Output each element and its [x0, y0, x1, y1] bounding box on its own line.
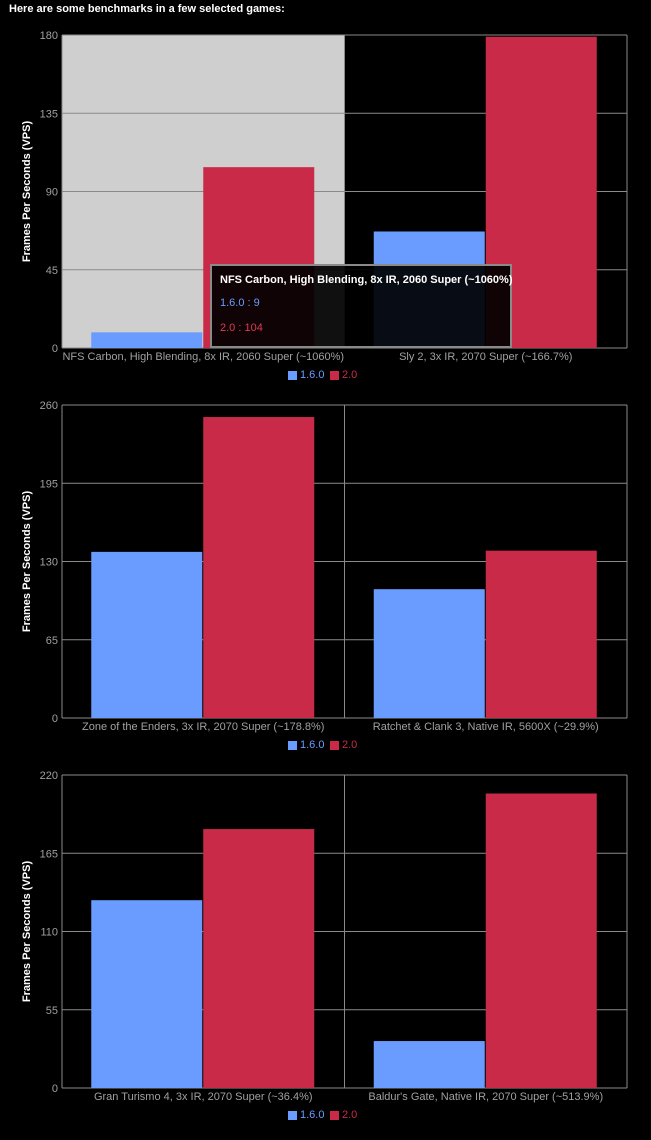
legend-label: 1.6.0: [300, 369, 325, 381]
bar-v2-0[interactable]: [203, 417, 315, 718]
legend-swatch: [330, 1110, 339, 1120]
bar-v1-6-0[interactable]: [91, 332, 203, 348]
legend-item-1-6-0[interactable]: 1.6.0: [288, 369, 324, 381]
y-tick-label: 0: [52, 713, 58, 725]
y-axis-label: Frames Per Seconds (VPS): [21, 861, 33, 1003]
y-axis-label: Frames Per Seconds (VPS): [21, 121, 33, 263]
bar-v2-0[interactable]: [485, 550, 597, 718]
y-tick-label: 55: [46, 1005, 58, 1017]
x-category-label: Baldur's Gate, Native IR, 2070 Super (~5…: [368, 1091, 603, 1103]
legend-label: 2.0: [342, 1109, 358, 1121]
y-tick-label: 135: [40, 108, 58, 120]
legend-label: 2.0: [342, 739, 358, 751]
chart-tooltip: NFS Carbon, High Blending, 8x IR, 2060 S…: [210, 264, 513, 348]
legend-swatch: [330, 370, 339, 380]
tooltip-value-1-6-0: 1.6.0 : 9: [220, 297, 260, 309]
legend-item-2-0[interactable]: 2.0: [330, 1109, 357, 1121]
legend-label: 1.6.0: [300, 1109, 325, 1121]
chart-gt4-baldur[interactable]: 0 55 110 165 220 Gran Turismo 4, 3x IR, 2070 …: [0, 770, 651, 1140]
chart-nfs-sly[interactable]: 0 45 90 135 180 NFS Carbon, High Blending, 8x…: [0, 30, 651, 400]
chart-zoe-ratchet[interactable]: 0 65 130 195 260 Zone of the Enders, 3x IR, 2…: [0, 400, 651, 770]
legend-swatch: [288, 1110, 297, 1120]
x-category-label: Sly 2, 3x IR, 2070 Super (~166.7%): [399, 351, 572, 363]
y-tick-label: 0: [52, 343, 58, 355]
bar-v1-6-0[interactable]: [91, 551, 203, 718]
bar-v2-0[interactable]: [203, 829, 315, 1088]
legend-swatch: [330, 740, 339, 750]
x-category-label: NFS Carbon, High Blending, 8x IR, 2060 S…: [62, 351, 344, 363]
y-tick-label: 65: [46, 635, 58, 647]
page-heading: Here are some benchmarks in a few select…: [9, 3, 285, 15]
legend-item-1-6-0[interactable]: 1.6.0: [288, 739, 324, 751]
legend-item-1-6-0[interactable]: 1.6.0: [288, 1109, 324, 1121]
y-tick-label: 0: [52, 1083, 58, 1095]
legend-label: 1.6.0: [300, 739, 325, 751]
y-tick-label: 110: [40, 927, 58, 939]
bar-v2-0[interactable]: [485, 793, 597, 1088]
tooltip-title: NFS Carbon, High Blending, 8x IR, 2060 S…: [220, 274, 513, 286]
chart-svg: 0 65 130 195 260 Zone of the Enders, 3x IR, 2…: [21, 400, 628, 733]
chart-legend: 1.6.0 2.0: [0, 739, 651, 753]
y-tick-label: 260: [40, 400, 58, 412]
x-category-label: Zone of the Enders, 3x IR, 2070 Super (~…: [82, 721, 324, 733]
y-tick-label: 220: [40, 770, 58, 782]
y-axis-label: Frames Per Seconds (VPS): [21, 491, 33, 633]
y-tick-label: 90: [46, 187, 58, 199]
y-tick-label: 195: [40, 478, 58, 490]
tooltip-value-2-0: 2.0 : 104: [220, 322, 263, 334]
legend-swatch: [288, 370, 297, 380]
y-tick-label: 45: [46, 265, 58, 277]
chart-svg: 0 45 90 135 180 NFS Carbon, High Blending, 8x…: [21, 30, 628, 363]
y-tick-label: 180: [40, 30, 58, 42]
chart-svg: 0 55 110 165 220 Gran Turismo 4, 3x IR, 2070 …: [21, 770, 628, 1103]
legend-label: 2.0: [342, 369, 358, 381]
x-category-label: Gran Turismo 4, 3x IR, 2070 Super (~36.4…: [94, 1091, 313, 1103]
y-tick-label: 165: [40, 848, 58, 860]
bar-v1-6-0[interactable]: [91, 900, 203, 1088]
chart-legend: 1.6.0 2.0: [0, 369, 651, 383]
legend-item-2-0[interactable]: 2.0: [330, 739, 357, 751]
x-category-label: Ratchet & Clank 3, Native IR, 5600X (~29…: [373, 721, 599, 733]
y-tick-label: 130: [40, 557, 58, 569]
legend-swatch: [288, 740, 297, 750]
bar-v1-6-0[interactable]: [373, 589, 485, 718]
legend-item-2-0[interactable]: 2.0: [330, 369, 357, 381]
chart-legend: 1.6.0 2.0: [0, 1109, 651, 1123]
bar-v1-6-0[interactable]: [373, 1041, 485, 1088]
